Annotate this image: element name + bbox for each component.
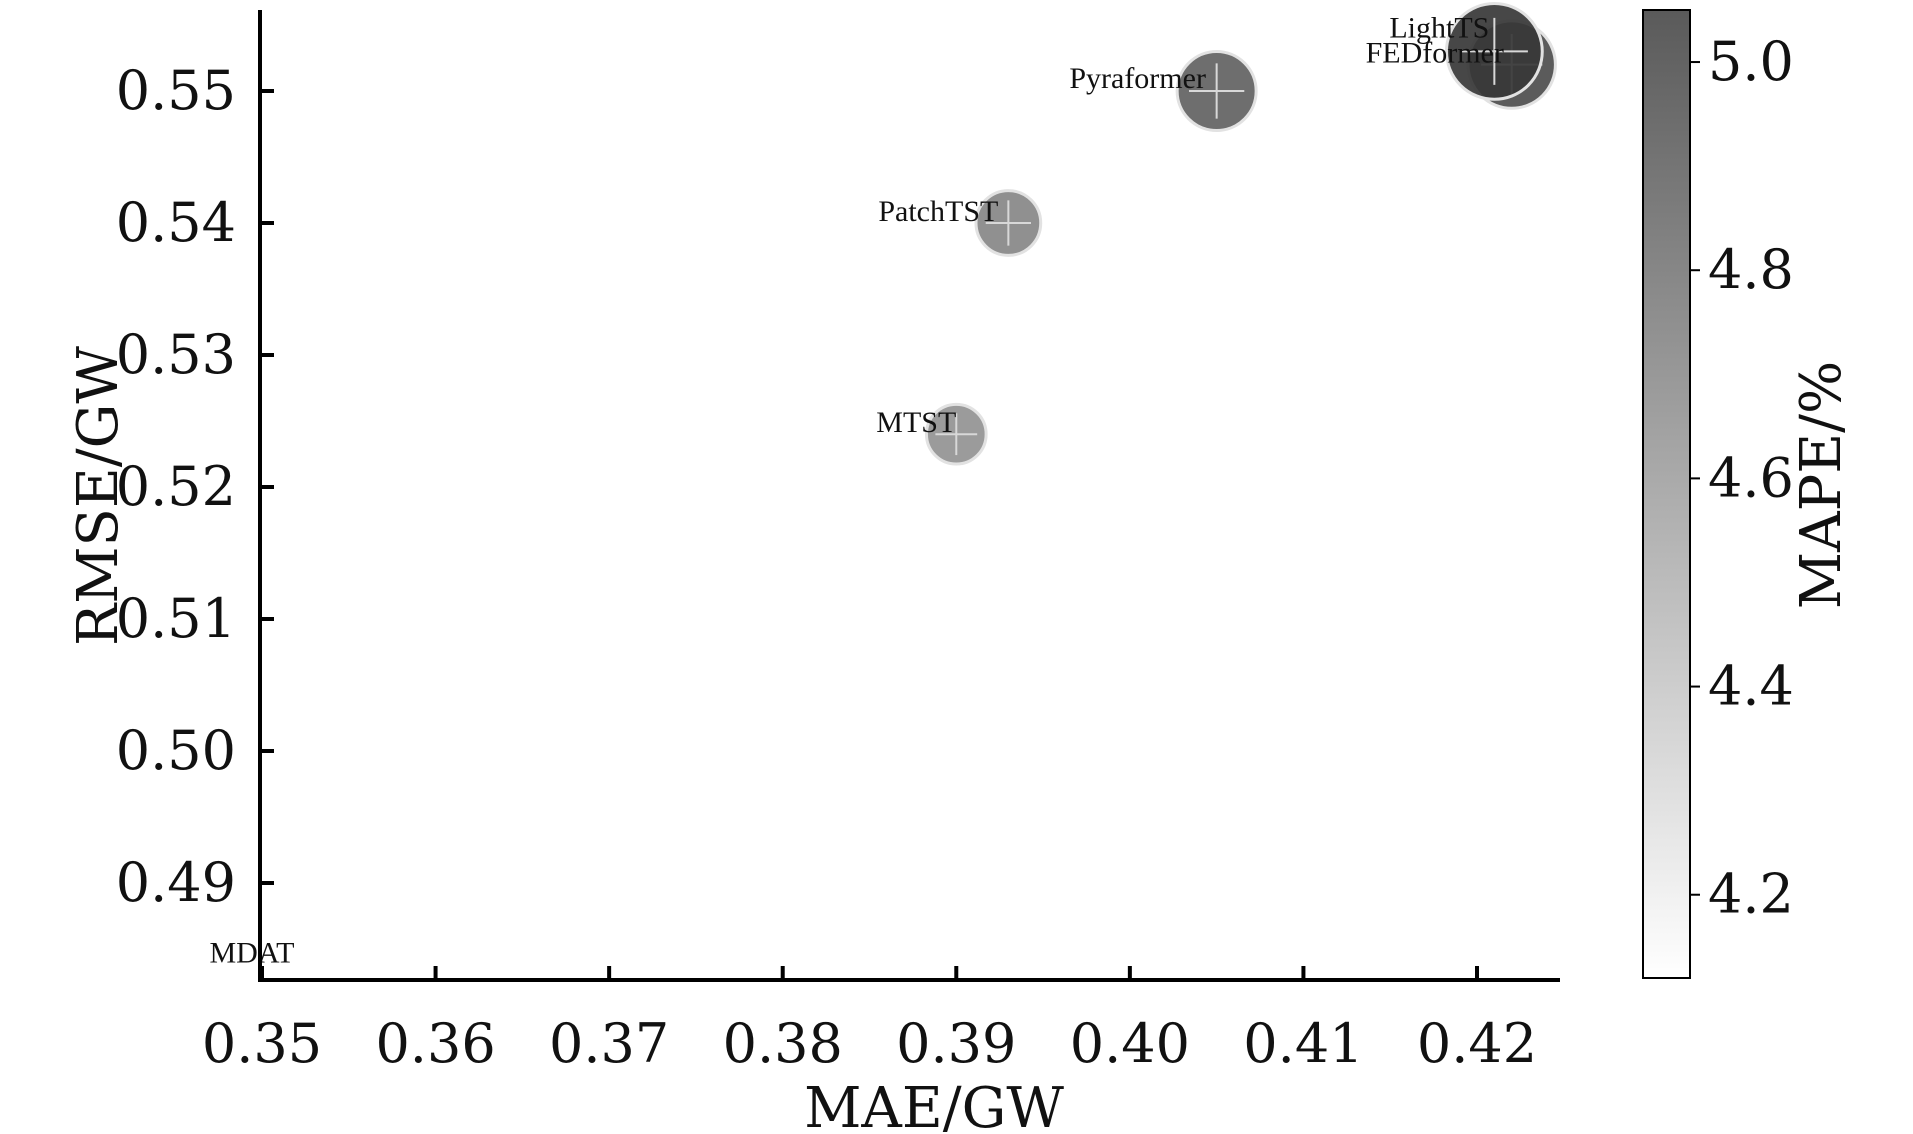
y-tick-label: 0.53 bbox=[116, 323, 236, 386]
x-tick-label: 0.41 bbox=[1243, 1012, 1363, 1075]
colorbar-tick-label: 5.0 bbox=[1708, 30, 1794, 93]
point-label: Pyraformer bbox=[1069, 62, 1206, 95]
axes: 0.35 0.36 0.37 0.38 0.39 0.40 0.41 0.42 0.49 0.50… bbox=[116, 10, 1560, 1075]
colorbar: 4.2 4.4 4.6 4.8 5.0 bbox=[1642, 9, 1794, 979]
y-tick-label: 0.52 bbox=[116, 455, 236, 518]
colorbar-tick-label: 4.2 bbox=[1708, 863, 1794, 926]
point-label: MDAT bbox=[209, 937, 294, 970]
point-label: FEDformer bbox=[1366, 37, 1504, 70]
x-tick-label: 0.36 bbox=[375, 1012, 495, 1075]
colorbar-title: MAPE/% bbox=[1789, 361, 1854, 609]
y-tick-label: 0.50 bbox=[116, 719, 236, 782]
x-tick-label: 0.38 bbox=[723, 1012, 843, 1075]
point-label: LightTS bbox=[1389, 11, 1489, 44]
colorbar-tick-label: 4.8 bbox=[1708, 238, 1794, 301]
x-tick-label: 0.37 bbox=[549, 1012, 669, 1075]
colorbar-tick-label: 4.4 bbox=[1708, 655, 1794, 718]
point-label: PatchTST bbox=[878, 195, 998, 228]
y-tick-label: 0.55 bbox=[116, 59, 236, 122]
y-tick-label: 0.51 bbox=[116, 587, 236, 650]
y-axis-title: RMSE/GW bbox=[66, 346, 131, 646]
x-tick-label: 0.35 bbox=[202, 1012, 322, 1075]
colorbar-tick-label: 4.6 bbox=[1708, 446, 1794, 509]
y-tick-label: 0.54 bbox=[116, 191, 236, 254]
point-label: MTST bbox=[876, 406, 956, 439]
x-axis-title: MAE/GW bbox=[804, 1076, 1064, 1134]
x-tick-label: 0.39 bbox=[896, 1012, 1016, 1075]
y-tick-label: 0.49 bbox=[116, 851, 236, 914]
plot-area: MDAT MTST PatchTST Pyraformer FEDformerLight… bbox=[209, 2, 1557, 970]
colorbar-gradient bbox=[1642, 9, 1691, 979]
x-tick-label: 0.42 bbox=[1417, 1012, 1537, 1075]
x-tick-label: 0.40 bbox=[1070, 1012, 1190, 1075]
